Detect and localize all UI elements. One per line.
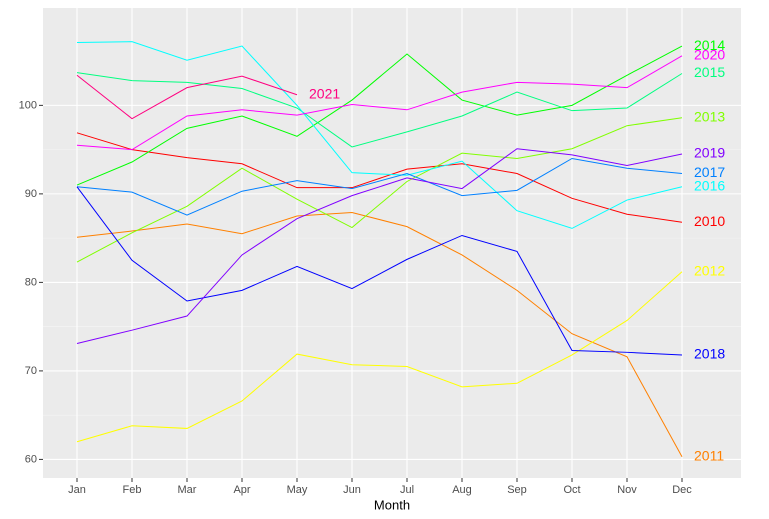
- series-line: [76, 148, 683, 344]
- series-line: [76, 157, 683, 216]
- series-line: [76, 117, 683, 263]
- x-axis-label: Month: [374, 497, 410, 512]
- series-label: 2021: [309, 85, 340, 101]
- series-label: 2012: [694, 262, 725, 278]
- x-tick-label: Nov: [617, 484, 637, 496]
- x-tick-label: Mar: [178, 484, 197, 496]
- series-line: [76, 211, 683, 457]
- series-label: 2019: [694, 145, 725, 161]
- x-tick-label: Aug: [452, 484, 472, 496]
- series-label: 2016: [694, 177, 725, 193]
- series-label: 2017: [694, 164, 725, 180]
- series-line: [76, 132, 683, 223]
- y-tick-label: 90: [25, 188, 37, 200]
- x-tick-label: Dec: [672, 484, 692, 496]
- y-tick-label: 80: [25, 276, 37, 288]
- x-tick-label: Apr: [233, 484, 250, 496]
- x-tick-label: Feb: [123, 484, 142, 496]
- series-line: [76, 186, 683, 356]
- x-tick-label: Jan: [68, 484, 86, 496]
- x-tick-label: May: [287, 484, 308, 496]
- x-tick-label: Oct: [563, 484, 580, 496]
- series-line: [76, 55, 683, 151]
- series-label: 2010: [694, 213, 725, 229]
- x-tick-label: Sep: [507, 484, 527, 496]
- y-tick-label: 60: [25, 453, 37, 465]
- x-tick-label: Jun: [343, 484, 361, 496]
- series-line: [76, 41, 683, 229]
- series-line: [76, 72, 683, 148]
- y-tick-label: 70: [25, 365, 37, 377]
- series-label: 2014: [694, 37, 725, 53]
- series-label: 2013: [694, 108, 725, 124]
- panel: [43, 8, 741, 478]
- series-line: [76, 45, 683, 186]
- x-tick-label: Jul: [400, 484, 414, 496]
- series-line: [76, 74, 298, 120]
- series-label: 2015: [694, 64, 725, 80]
- series-label: 2020: [694, 46, 725, 62]
- series-label: 2018: [694, 346, 725, 362]
- y-tick-label: 100: [19, 99, 37, 111]
- series-line: [76, 271, 683, 443]
- series-label: 2011: [694, 447, 724, 463]
